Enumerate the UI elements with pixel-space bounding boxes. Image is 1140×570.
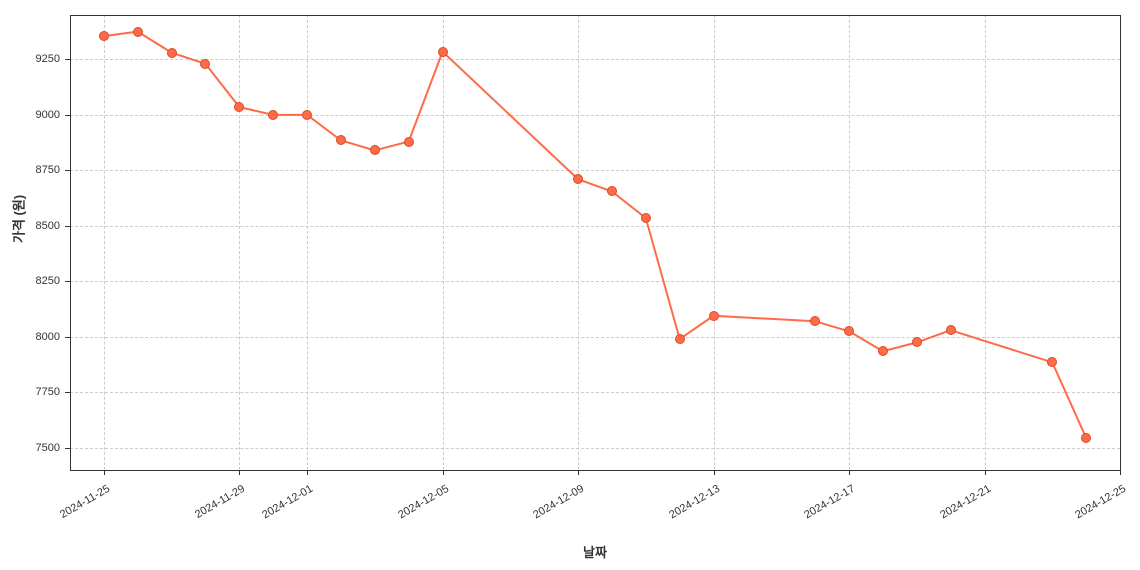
data-marker <box>438 47 448 57</box>
data-marker <box>675 334 685 344</box>
y-tick-label: 8000 <box>10 331 60 343</box>
x-tick-label: 2024-11-29 <box>176 483 247 531</box>
y-tick-label: 8750 <box>10 164 60 176</box>
x-tick-label: 2024-12-01 <box>244 483 315 531</box>
data-marker <box>810 316 820 326</box>
price-chart: 750077508000825085008750900092502024-11-… <box>0 0 1140 570</box>
data-marker <box>607 186 617 196</box>
x-tick-label: 2024-12-05 <box>380 483 451 531</box>
data-marker <box>404 137 414 147</box>
x-axis-line <box>70 470 1120 471</box>
data-marker <box>99 31 109 41</box>
x-axis-label: 날짜 <box>583 542 607 561</box>
y-axis-label: 가격 (원) <box>9 194 28 242</box>
x-tick-label: 2024-11-25 <box>41 483 112 531</box>
data-marker <box>302 110 312 120</box>
x-tick-label: 2024-12-21 <box>922 483 993 531</box>
data-marker <box>336 135 346 145</box>
data-marker <box>946 325 956 335</box>
y-tick-label: 7500 <box>10 442 60 454</box>
right-axis-line <box>1120 15 1121 470</box>
data-marker <box>844 326 854 336</box>
x-tick-label: 2024-12-09 <box>515 483 586 531</box>
data-marker <box>133 27 143 37</box>
line-layer <box>70 15 1120 470</box>
data-marker <box>573 174 583 184</box>
data-marker <box>200 59 210 69</box>
x-tick-label: 2024-12-25 <box>1057 483 1128 531</box>
x-tick-label: 2024-12-13 <box>651 483 722 531</box>
x-tick <box>1120 470 1121 475</box>
data-marker <box>167 48 177 58</box>
data-marker <box>268 110 278 120</box>
data-marker <box>641 213 651 223</box>
y-tick-label: 9250 <box>10 53 60 65</box>
y-tick-label: 8250 <box>10 275 60 287</box>
data-marker <box>234 102 244 112</box>
data-marker <box>878 346 888 356</box>
plot-area: 750077508000825085008750900092502024-11-… <box>70 15 1120 470</box>
price-line <box>104 32 1086 438</box>
data-marker <box>709 311 719 321</box>
y-tick-label: 7750 <box>10 386 60 398</box>
y-tick-label: 9000 <box>10 109 60 121</box>
data-marker <box>1047 357 1057 367</box>
data-marker <box>1081 433 1091 443</box>
data-marker <box>370 145 380 155</box>
data-marker <box>912 337 922 347</box>
x-tick-label: 2024-12-17 <box>786 483 857 531</box>
